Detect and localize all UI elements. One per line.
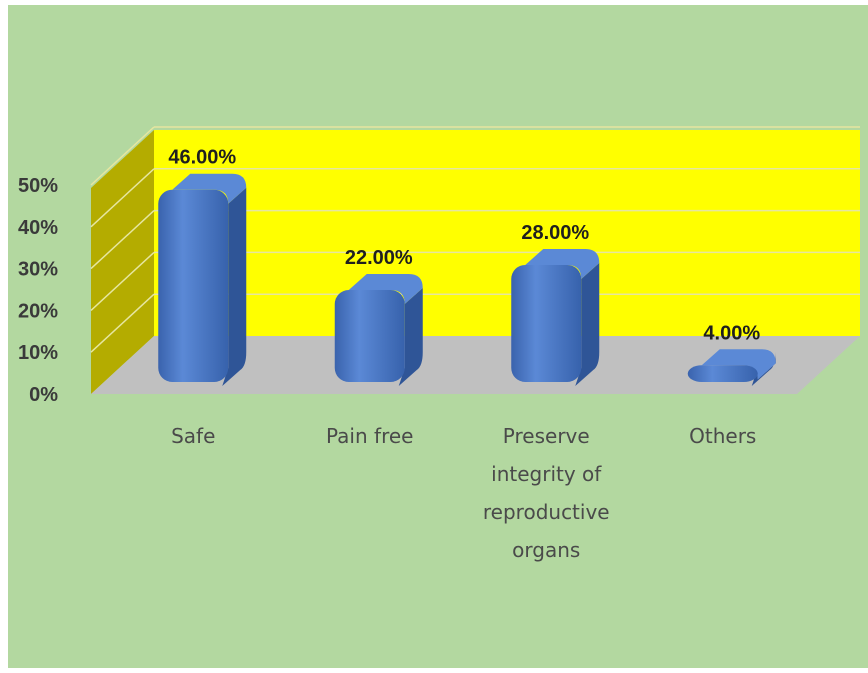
bar-chart: 0% 10% 20% 30% 40% 50% 46.00% 22.00% 28.00% 4.00… [8,5,868,668]
chart-area: 0% 10% 20% 30% 40% 50% 46.00% 22.00% 28.00% 4.00… [8,5,868,668]
bar-top-2 [525,248,600,279]
category-label-line: organs [512,538,580,562]
chart-floor [91,336,860,394]
category-label-2: Preserve integrity of reproductive organs [483,424,610,562]
y-tick-label-50: 50% [18,175,58,197]
category-label-line: Pain free [326,424,413,448]
category-label-3: Others [689,424,756,448]
back-wall [154,130,860,336]
bar-2 [511,264,582,382]
category-label-line: integrity of [491,462,602,486]
side-wall [91,130,154,394]
data-label-2: 28.00% [521,222,589,244]
data-label-0: 46.00% [168,147,236,169]
category-label-1: Pain free [326,424,413,448]
y-tick-label-0: 0% [29,384,58,406]
category-label-line: Safe [171,424,215,448]
y-tick-label-30: 30% [18,259,58,281]
bar-0 [158,189,229,382]
category-label-line: Others [689,424,756,448]
data-label-3: 4.00% [703,322,760,344]
data-label-1: 22.00% [345,247,413,269]
gridline-side-10 [90,293,155,353]
bar-3 [687,365,758,382]
gridline-side-50 [90,126,155,186]
bar-top-1 [348,274,423,305]
category-label-line: Preserve [503,424,590,448]
bar-1 [334,290,405,382]
y-tick-label-40: 40% [18,217,58,239]
bar-top-0 [172,173,247,204]
y-tick-label-10: 10% [18,342,58,364]
gridline-side-40 [90,168,155,228]
gridline-side-30 [90,210,155,270]
gridline-side-20 [90,251,155,311]
y-tick-label-20: 20% [18,300,58,322]
category-label-0: Safe [171,424,215,448]
category-label-line: reproductive [483,500,610,524]
